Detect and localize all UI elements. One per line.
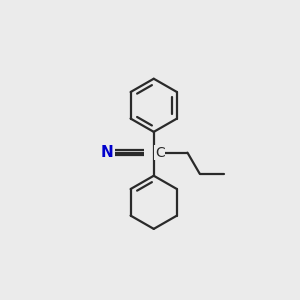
Text: C: C — [155, 146, 165, 160]
Text: N: N — [101, 145, 113, 160]
